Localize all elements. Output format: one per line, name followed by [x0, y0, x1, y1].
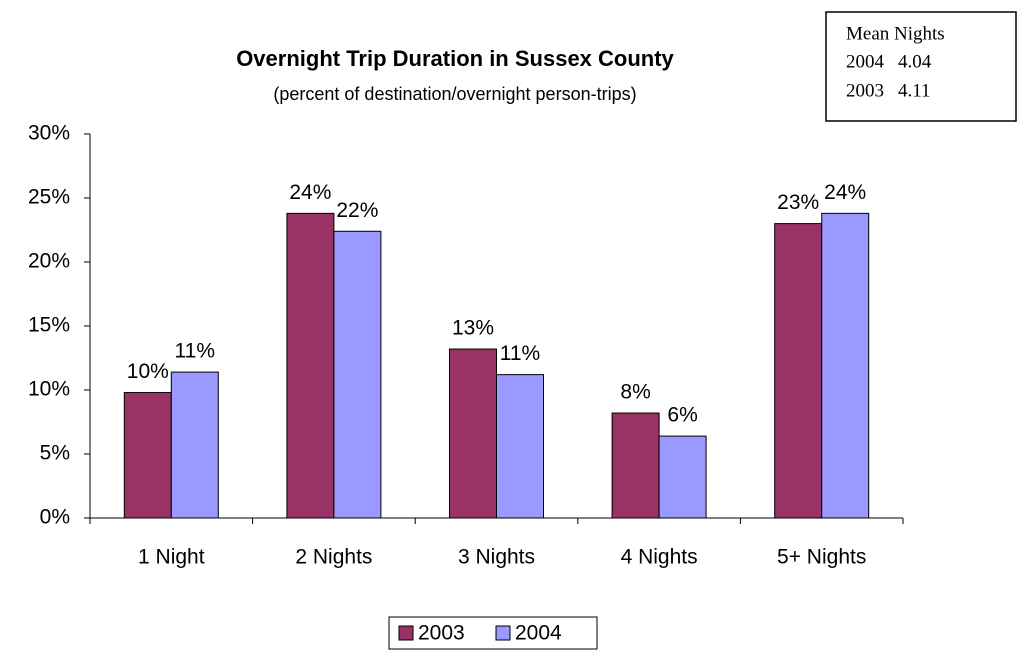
y-tick-label: 5%	[40, 442, 70, 465]
legend-box	[388, 616, 598, 650]
y-tick-label: 10%	[28, 378, 70, 401]
bar	[170, 371, 219, 519]
data-label: 13%	[452, 317, 494, 340]
y-tick-label: 25%	[28, 186, 70, 209]
legend-swatch	[398, 625, 414, 641]
data-label: 22%	[336, 199, 378, 222]
chart-subtitle: (percent of destination/overnight person…	[273, 84, 636, 104]
annotation-value: 4.04	[898, 51, 932, 72]
data-label: 6%	[667, 404, 697, 427]
data-label: 23%	[777, 191, 819, 214]
x-tick-label: 5+ Nights	[777, 546, 866, 569]
bar	[123, 392, 172, 519]
bar	[449, 348, 497, 519]
annotation-year: 2003	[846, 80, 884, 101]
bar	[286, 212, 335, 519]
y-tick-label: 0%	[40, 506, 70, 529]
data-label: 10%	[127, 360, 169, 383]
annotation-value: 4.11	[898, 80, 931, 101]
bar	[611, 412, 660, 519]
legend-label: 2004	[515, 622, 562, 645]
annotation-title: Mean Nights	[846, 23, 945, 44]
data-label: 24%	[289, 181, 331, 204]
y-tick-label: 20%	[28, 250, 70, 273]
bar	[658, 435, 707, 519]
data-label: 24%	[824, 181, 866, 204]
x-tick-label: 3 Nights	[458, 546, 535, 569]
annotation-box	[825, 11, 1017, 122]
bar	[496, 374, 544, 519]
bar	[821, 212, 870, 519]
chart-title: Overnight Trip Duration in Sussex County	[236, 46, 674, 71]
data-label: 11%	[175, 340, 215, 363]
data-label: 11%	[500, 342, 540, 365]
bar	[333, 230, 382, 519]
data-label: 8%	[620, 381, 650, 404]
x-tick-label: 1 Night	[138, 546, 205, 569]
annotation-year: 2004	[846, 51, 885, 72]
legend-label: 2003	[418, 622, 465, 645]
y-tick-label: 15%	[28, 314, 70, 337]
y-tick-label: 30%	[28, 122, 70, 145]
legend-swatch	[495, 625, 511, 641]
x-tick-label: 4 Nights	[621, 546, 698, 569]
x-tick-label: 2 Nights	[295, 546, 372, 569]
bar	[774, 223, 823, 519]
